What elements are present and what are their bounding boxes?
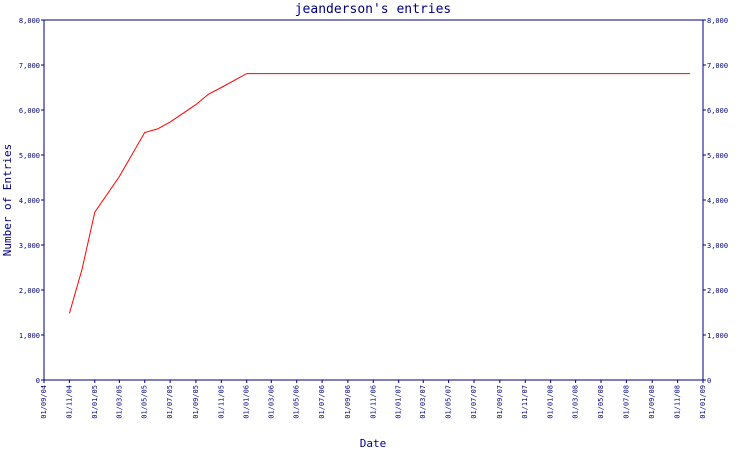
x-ticks: 01/09/04 01/11/04 01/01/05 01/03/05 01/05/05… bbox=[40, 380, 707, 419]
x-tick-label: 01/09/06 bbox=[344, 385, 352, 419]
x-tick-label: 01/07/05 bbox=[166, 385, 174, 419]
x-tick-label: 01/07/06 bbox=[318, 385, 326, 419]
y-tick-label-left: 3,000 bbox=[19, 242, 40, 250]
y-tick-label-right: 8,000 bbox=[707, 17, 728, 25]
series-line bbox=[68, 73, 691, 314]
y-tick-label-left: 0 bbox=[36, 377, 40, 385]
x-tick-label: 01/11/04 bbox=[65, 385, 73, 419]
y-tick-label-right: 3,000 bbox=[707, 242, 728, 250]
x-tick-label: 01/01/05 bbox=[91, 385, 99, 419]
x-tick-label: 01/11/05 bbox=[217, 385, 225, 419]
y-tick-label-right: 7,000 bbox=[707, 62, 728, 70]
y-tick-label-left: 1,000 bbox=[19, 332, 40, 340]
x-tick-label: 01/03/05 bbox=[115, 385, 123, 419]
x-tick-label: 01/01/06 bbox=[243, 385, 251, 419]
x-tick-label: 01/05/05 bbox=[141, 385, 149, 419]
x-tick-label: 01/01/08 bbox=[547, 385, 555, 419]
x-tick-label: 01/09/05 bbox=[192, 385, 200, 419]
x-tick-label: 01/09/08 bbox=[648, 385, 656, 419]
x-tick-label: 01/01/07 bbox=[395, 385, 403, 419]
x-tick-label: 01/07/07 bbox=[470, 385, 478, 419]
y-tick-label-right: 1,000 bbox=[707, 332, 728, 340]
x-tick-label: 01/09/07 bbox=[496, 385, 504, 419]
y-tick-label-left: 2,000 bbox=[19, 287, 40, 295]
x-tick-label: 01/03/07 bbox=[419, 385, 427, 419]
x-tick-label: 01/05/08 bbox=[597, 385, 605, 419]
x-tick-label: 01/11/07 bbox=[521, 385, 529, 419]
x-axis-label: Date bbox=[360, 437, 387, 450]
x-tick-label: 01/11/08 bbox=[674, 385, 682, 419]
y-tick-label-right: 5,000 bbox=[707, 152, 728, 160]
y-tick-label-left: 7,000 bbox=[19, 62, 40, 70]
x-tick-label: 01/03/08 bbox=[572, 385, 580, 419]
y-tick-label-left: 8,000 bbox=[19, 17, 40, 25]
x-tick-label: 01/09/04 bbox=[40, 385, 48, 419]
series-group bbox=[68, 73, 691, 314]
y-tick-label-right: 0 bbox=[707, 377, 711, 385]
y-ticks-left: 0 1,000 2,000 3,000 4,000 5,000 6,000 7,000 8,00… bbox=[19, 17, 44, 385]
x-tick-label: 01/03/06 bbox=[267, 385, 275, 419]
y-tick-label-right: 4,000 bbox=[707, 197, 728, 205]
x-tick-label: 01/05/06 bbox=[293, 385, 301, 419]
y-tick-label-left: 4,000 bbox=[19, 197, 40, 205]
y-ticks-right: 0 1,000 2,000 3,000 4,000 5,000 6,000 7,000 8,00… bbox=[703, 17, 728, 385]
y-tick-label-left: 6,000 bbox=[19, 107, 40, 115]
y-axis-label: Number of Entries bbox=[1, 144, 14, 257]
x-tick-label: 01/07/08 bbox=[622, 385, 630, 419]
x-tick-label: 01/11/06 bbox=[369, 385, 377, 419]
x-tick-label: 01/05/07 bbox=[445, 385, 453, 419]
y-tick-label-left: 5,000 bbox=[19, 152, 40, 160]
chart-title: jeanderson's entries bbox=[295, 2, 452, 17]
y-tick-label-right: 6,000 bbox=[707, 107, 728, 115]
y-tick-label-right: 2,000 bbox=[707, 287, 728, 295]
x-tick-label: 01/01/09 bbox=[699, 385, 707, 419]
